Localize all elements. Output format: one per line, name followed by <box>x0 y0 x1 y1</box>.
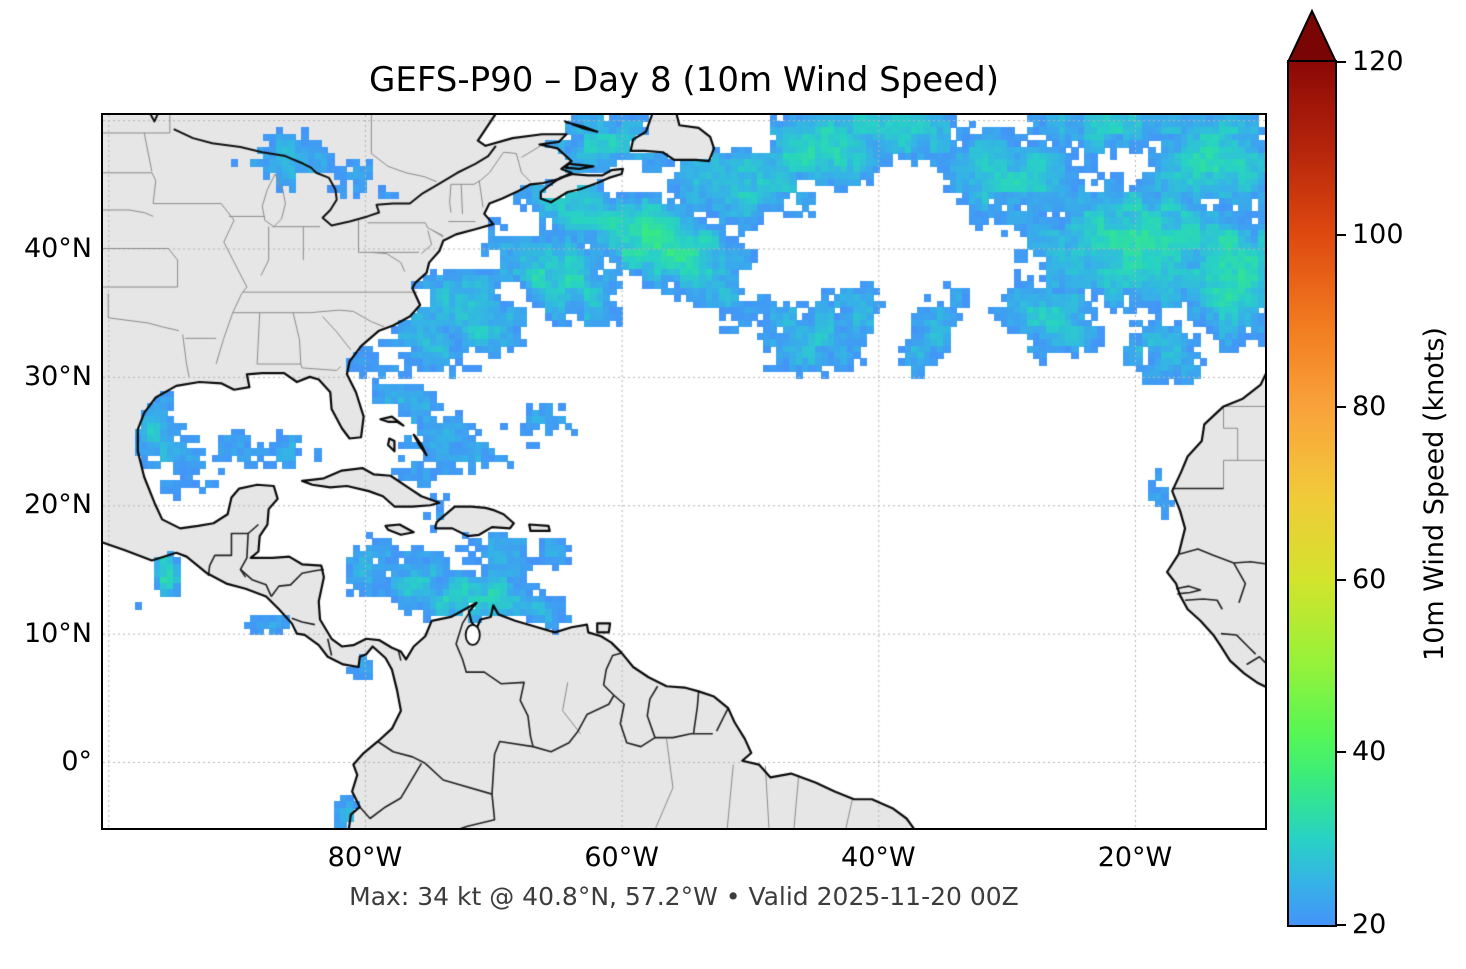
x-tick-40°W: 40°W <box>841 842 916 873</box>
colorbar-tick <box>1337 751 1346 754</box>
colorbar-tick <box>1337 578 1346 581</box>
colorbar-extend-arrow <box>1286 8 1338 63</box>
colorbar-tick-label-20: 20 <box>1352 909 1387 940</box>
colorbar-tick <box>1337 61 1346 63</box>
colorbar-gradient <box>1289 62 1335 925</box>
y-tick-10°N: 10°N <box>23 617 92 649</box>
y-tick-0°: 0° <box>61 746 92 777</box>
colorbar-axis-label: 10m Wind Speed (knots) <box>1419 327 1450 661</box>
x-tick-80°W: 80°W <box>327 842 403 873</box>
chart-title: GEFS-P90 – Day 8 (10m Wind Speed) <box>369 60 999 100</box>
colorbar <box>1287 60 1337 927</box>
colorbar-tick-label-40: 40 <box>1352 736 1387 768</box>
map-canvas <box>103 115 1265 828</box>
colorbar-tick <box>1337 406 1346 409</box>
x-tick-20°W: 20°W <box>1097 842 1173 873</box>
colorbar-tick-label-80: 80 <box>1352 391 1387 423</box>
map-plot-area <box>101 113 1267 830</box>
colorbar-tick <box>1337 233 1346 236</box>
colorbar-tick-label-60: 60 <box>1352 563 1387 595</box>
max-and-valid-subtitle: Max: 34 kt @ 40.8°N, 57.2°W • Valid 2025… <box>349 882 1019 911</box>
x-tick-60°W: 60°W <box>584 842 659 873</box>
y-tick-30°N: 30°N <box>23 360 92 392</box>
colorbar-tick-label-120: 120 <box>1352 46 1404 77</box>
colorbar-tick <box>1337 924 1346 926</box>
y-tick-20°N: 20°N <box>23 489 92 521</box>
colorbar-tick-label-100: 100 <box>1352 218 1404 250</box>
y-tick-40°N: 40°N <box>23 232 92 264</box>
